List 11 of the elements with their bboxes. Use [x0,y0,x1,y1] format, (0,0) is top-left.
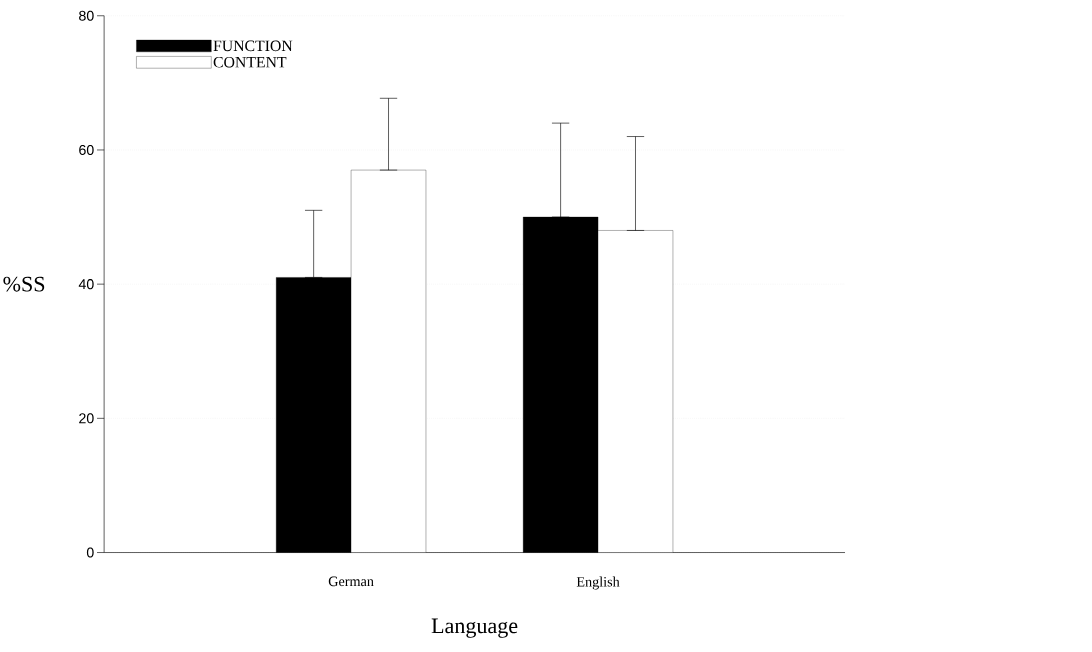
x-axis-title: Language [431,618,518,638]
legend-label: CONTENT [213,56,287,68]
legend-label: FUNCTION [213,40,293,52]
y-tick-label: 40 [78,279,94,290]
y-tick-label: 80 [79,10,94,21]
x-tick-label: German [328,576,374,587]
x-tick-label: English [576,576,620,590]
y-axis-title: %SS [3,276,45,292]
y-tick-label: 0 [86,547,94,558]
y-tick-label: 60 [79,145,94,156]
y-tick-label: 20 [79,413,94,424]
